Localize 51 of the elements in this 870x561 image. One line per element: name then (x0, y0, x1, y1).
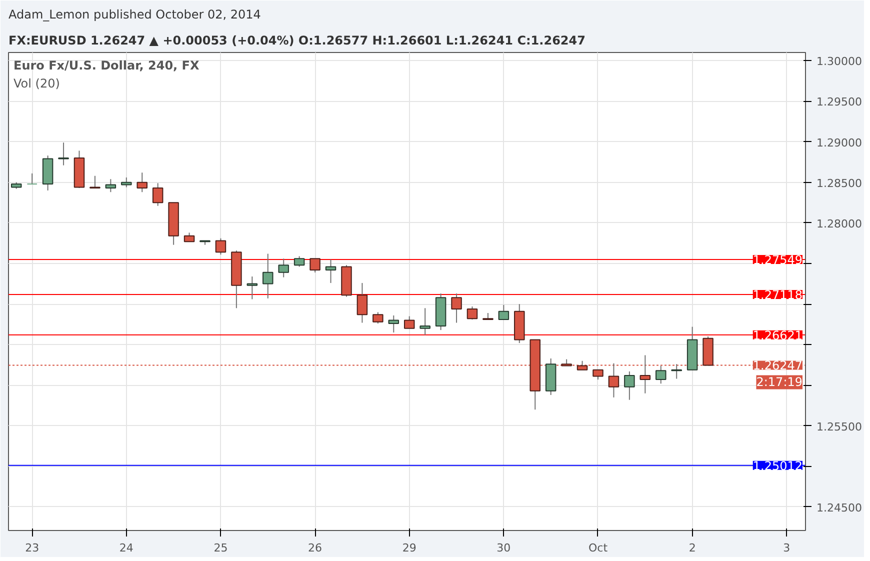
y-tick-label: 1.29000 (816, 136, 862, 150)
chart-subtitle: FX:EURUSD 1.26247 ▲ +0.00053 (+0.04%) O:1.26577 H:1.26601 L:1.26241 C:1.26247 (8, 34, 586, 48)
candlestick (372, 312, 384, 324)
candlestick (26, 172, 38, 184)
candlestick (294, 256, 305, 268)
candlestick (262, 253, 274, 299)
x-tick-label: 2 (688, 542, 696, 554)
candlestick (152, 182, 164, 206)
candlestick (592, 369, 604, 380)
candlestick (420, 308, 430, 336)
candlestick (325, 258, 336, 284)
x-tick-label: 23 (25, 542, 40, 554)
candlestick (624, 370, 635, 400)
candlestick (90, 175, 100, 189)
ref-line-label: 1.26621 (752, 328, 802, 342)
candlestick (656, 365, 666, 384)
y-tick-label: 1.24500 (816, 501, 862, 514)
candlestick (278, 258, 289, 278)
ref-line-label: 1.26247 (752, 358, 802, 373)
candlestick (121, 176, 132, 188)
annotation: Vol (20) (14, 76, 60, 90)
annotation: 2:17:19 (756, 375, 803, 390)
x-tick-label: 24 (119, 542, 134, 554)
candlestick (105, 178, 116, 193)
candlestick (498, 304, 510, 320)
ref-line-label: 1.27549 (752, 253, 802, 268)
candlestick (388, 314, 400, 333)
y-tick-label: 1.29500 (816, 96, 862, 109)
x-tick-label: 29 (402, 542, 416, 554)
y-tick-label: 1.30000 (816, 55, 862, 68)
x-tick-label: 3 (783, 542, 790, 554)
chart-title: Adam_Lemon published October 02, 2014 (8, 8, 261, 22)
candlestick (58, 142, 69, 166)
x-tick-label: 30 (496, 542, 511, 554)
candlestick (451, 293, 462, 324)
candlestick (466, 306, 478, 320)
candlestick (404, 316, 415, 329)
ref-line-label: 1.27118 (752, 288, 802, 302)
ref-line-label: 1.25012 (752, 458, 802, 473)
y-tick-label: 1.28000 (816, 217, 862, 230)
x-tick-label: 25 (214, 542, 228, 554)
x-tick-label: Oct (588, 542, 608, 554)
candlestick (246, 276, 258, 300)
candlestick (215, 238, 226, 256)
annotation: Euro Fx/U.S. Dollar, 240, FX (14, 58, 200, 72)
y-tick-label: 1.28500 (816, 176, 862, 190)
x-tick-label: 26 (308, 542, 322, 554)
candlestick (136, 172, 148, 193)
y-tick-label: 1.25500 (816, 420, 862, 434)
candlestick (356, 282, 368, 324)
candlestick (310, 258, 320, 273)
